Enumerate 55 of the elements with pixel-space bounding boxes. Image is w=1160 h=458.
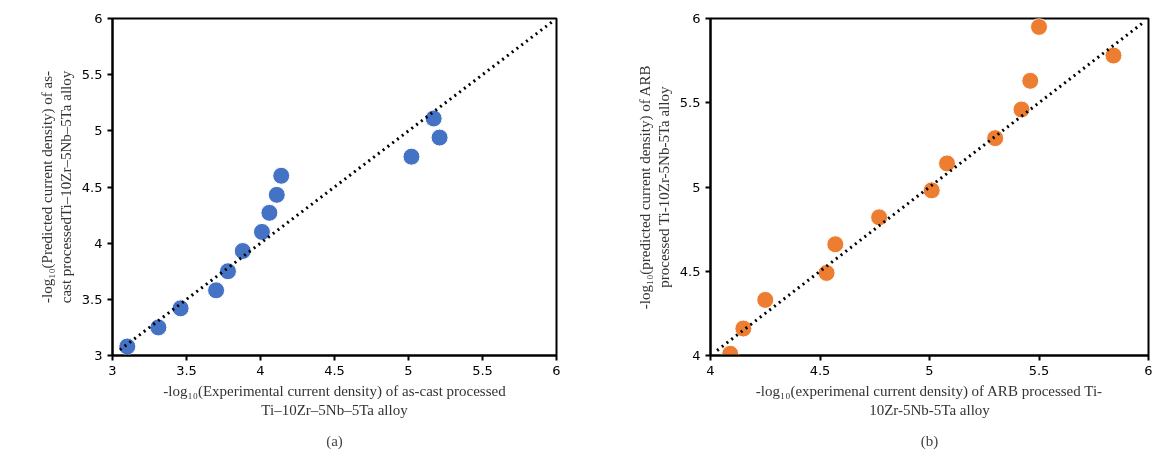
point xyxy=(260,203,279,222)
point xyxy=(1012,100,1031,119)
y-tick-label: 3 xyxy=(94,348,103,363)
point xyxy=(938,154,957,173)
x-tick-label: 5 xyxy=(925,362,934,378)
point xyxy=(424,109,443,128)
y-tick-label: 5 xyxy=(692,179,701,195)
text: (a) xyxy=(326,432,343,450)
point xyxy=(233,242,252,261)
x-tick-label: 6 xyxy=(1144,362,1153,378)
point xyxy=(402,147,421,166)
point xyxy=(826,235,845,254)
y-tick-label: 5.5 xyxy=(679,95,701,111)
y-tick-label: 4.5 xyxy=(679,263,701,279)
point xyxy=(272,166,291,185)
point xyxy=(118,337,137,356)
x-tick-label: 4.5 xyxy=(809,362,831,378)
point xyxy=(1104,46,1123,65)
point xyxy=(870,208,889,227)
point xyxy=(149,318,168,337)
x-axis-title: -log₁₀(Experimental current density) of as-cast processed Ti–10Zr–5Nb–5Ta alloy xyxy=(163,382,507,418)
x-tick-label: 5.5 xyxy=(472,362,493,378)
point xyxy=(986,129,1005,148)
point xyxy=(430,128,449,147)
x-tick-label: 3.5 xyxy=(176,362,197,378)
y-tick-label: 4 xyxy=(94,235,103,251)
y-tick-label: 6 xyxy=(94,11,103,26)
x-tick-label: 4 xyxy=(706,362,715,378)
y-tick-label: 4 xyxy=(692,348,701,363)
point xyxy=(756,290,775,309)
point xyxy=(922,181,941,200)
y-tick-label: 3.5 xyxy=(81,291,103,307)
y-axis-title: -log₁₀(predicted current density) of ARB processed Ti-10Zr-5Nb-5Ta alloy xyxy=(636,65,672,310)
x-tick-label: 4 xyxy=(256,362,265,378)
y-tick-label: 5 xyxy=(94,123,103,139)
point xyxy=(817,263,836,282)
x-tick-label: 6 xyxy=(552,362,561,378)
y-tick-label: 4.5 xyxy=(81,179,103,195)
y-tick-label: 5.5 xyxy=(81,67,103,83)
y-tick-label: 6 xyxy=(692,11,701,26)
text: (b) xyxy=(920,432,939,450)
point xyxy=(1021,71,1040,90)
point xyxy=(1030,18,1048,36)
x-axis-title: -log₁₀(experimenal current density) of ARB processed Ti- 10Zr-5Nb-5Ta alloy xyxy=(755,382,1103,418)
point xyxy=(252,222,271,241)
point xyxy=(734,319,753,338)
y-axis-title: -log₁₀(Predicted current density) of as- cast processedTi–10Zr–5Nb–5Ta alloy xyxy=(38,70,74,304)
x-tick-label: 3 xyxy=(108,362,117,378)
point xyxy=(267,185,286,204)
point xyxy=(171,299,190,318)
x-tick-label: 4.5 xyxy=(324,362,345,378)
x-tick-label: 5.5 xyxy=(1028,362,1050,378)
point xyxy=(218,262,237,281)
x-tick-label: 5 xyxy=(404,362,413,378)
point xyxy=(207,281,226,300)
